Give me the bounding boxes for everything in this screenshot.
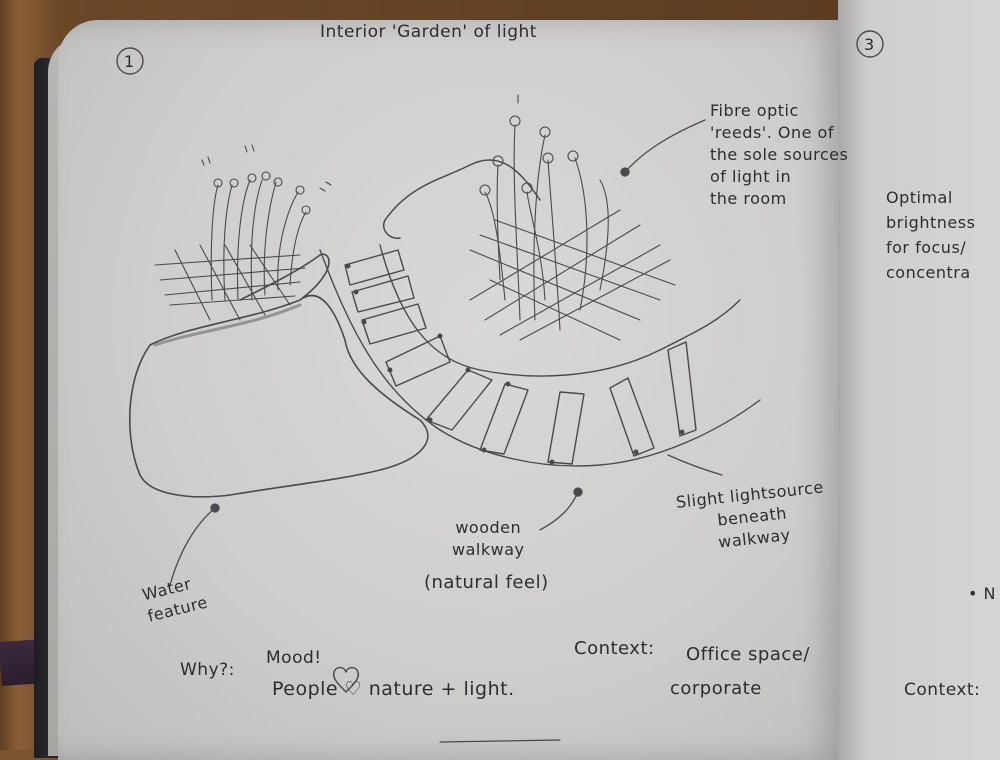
reeds-annotation: Fibre optic 'reeds'. One of the sole sou… — [710, 101, 849, 208]
context-office: Office space/ — [686, 644, 810, 665]
heart-icon — [332, 666, 360, 693]
page-number-circle-left — [116, 47, 144, 75]
page-number-circle-right — [856, 30, 884, 58]
walkway-sketch — [319, 244, 761, 467]
walkway-nails — [345, 263, 685, 465]
reeds-left — [154, 144, 332, 321]
context-corporate: corporate — [670, 678, 762, 699]
page-title: Interior 'Garden' of light — [320, 22, 537, 42]
water-feature-sketch — [128, 253, 429, 498]
reeds-right — [469, 94, 676, 341]
right-page-number: 3 — [864, 35, 875, 54]
people-note: People ♡ nature + light. — [272, 678, 515, 700]
right-page-context-label: Context: — [904, 680, 981, 700]
why-label: Why?: — [180, 660, 235, 680]
right-page — [838, 0, 1000, 760]
right-page-bullet: • N — [968, 584, 996, 603]
natural-feel-annotation: (natural feel) — [424, 572, 549, 593]
walkway-annotation: wooden walkway — [452, 518, 525, 559]
page-bottom-stroke — [439, 739, 561, 743]
callout-lines — [169, 119, 723, 586]
hill-outline — [383, 159, 541, 239]
mood-note: Mood! — [266, 648, 322, 668]
water-shading — [153, 303, 302, 347]
context-label: Context: — [574, 638, 655, 659]
left-page-number: 1 — [124, 52, 135, 71]
right-page-optimal-note: Optimal brightness for focus/ concentra — [886, 188, 976, 282]
